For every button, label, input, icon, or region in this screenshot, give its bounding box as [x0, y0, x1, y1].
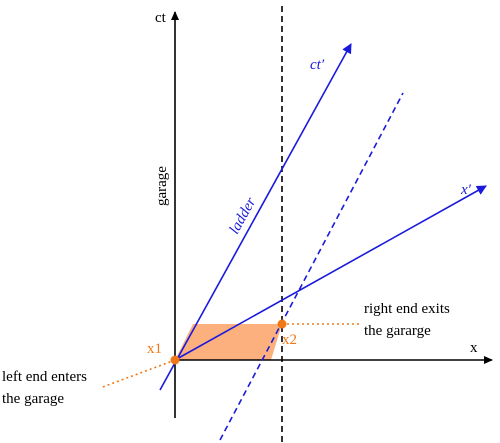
event-x1-point [170, 355, 180, 365]
event-x2-point [277, 319, 287, 329]
ct-axis-label: ct [155, 10, 167, 26]
x-axis-label: x [470, 340, 478, 356]
ct-prime-label: ct′ [310, 57, 325, 73]
right-end-annotation-line1: right end exits [364, 301, 450, 317]
ladder-label: ladder [227, 195, 260, 237]
left-end-leader [99, 359, 176, 389]
x-prime-axis [174, 185, 487, 361]
ladder-right-end-worldline [219, 92, 404, 441]
garage-label: garage [154, 166, 170, 206]
left-end-annotation-line2: the garage [2, 391, 64, 407]
ct-prime-axis [159, 43, 352, 391]
left-end-annotation-line1: left end enters [2, 369, 87, 385]
x-prime-label: x′ [460, 182, 472, 198]
right-end-annotation-line2: the gararge [364, 323, 431, 339]
x2-label: x2 [282, 332, 297, 348]
x1-label: x1 [147, 341, 162, 357]
garage-shaded-region [175, 324, 282, 360]
